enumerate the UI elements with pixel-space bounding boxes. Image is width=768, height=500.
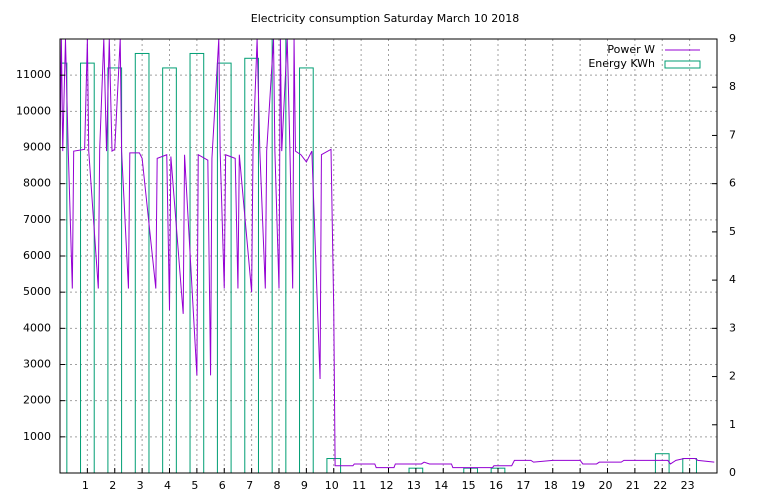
x-tick-label: 12 [380, 479, 394, 492]
energy-box [244, 57, 259, 473]
y-tick-label: 10000 [16, 104, 51, 117]
energy-box [60, 62, 68, 473]
y2-tick-label: 6 [729, 177, 736, 190]
energy-box [107, 67, 123, 473]
y2-tick-label: 8 [729, 80, 736, 93]
legend-label: Energy KWh [588, 57, 655, 70]
x-tick-label: 18 [544, 479, 558, 492]
energy-box [299, 67, 314, 473]
y2-tick-label: 7 [729, 128, 736, 141]
y-tick-label: 2000 [23, 394, 51, 407]
y2-tick-label: 9 [729, 32, 736, 45]
x-tick-label: 1 [82, 479, 89, 492]
grid [60, 39, 717, 473]
x-tick-label: 13 [407, 479, 421, 492]
x-tick-label: 10 [325, 479, 339, 492]
y2-tick-label: 5 [729, 225, 736, 238]
x-tick-label: 4 [164, 479, 171, 492]
x-tick-label: 23 [681, 479, 695, 492]
power-line [60, 39, 715, 469]
x-tick-label: 7 [246, 479, 253, 492]
y-tick-label: 6000 [23, 249, 51, 262]
x-tick-label: 17 [516, 479, 530, 492]
y-tick-label: 7000 [23, 213, 51, 226]
y-tick-label: 4000 [23, 321, 51, 334]
energy-box [162, 67, 177, 473]
x-tick-label: 2 [109, 479, 116, 492]
x-tick-label: 16 [489, 479, 503, 492]
plot-area [60, 39, 715, 473]
energy-box [654, 453, 670, 473]
x-tick-label: 15 [462, 479, 476, 492]
y-tick-label: 11000 [16, 68, 51, 81]
energy-box [271, 39, 287, 473]
x-tick-label: 8 [274, 479, 281, 492]
x-tick-label: 3 [137, 479, 144, 492]
legend-label: Power W [607, 43, 655, 56]
y2-tick-label: 0 [729, 466, 736, 479]
y-tick-label: 3000 [23, 358, 51, 371]
x-tick-label: 22 [653, 479, 667, 492]
x-tick-label: 11 [352, 479, 366, 492]
y-tick-label: 1000 [23, 430, 51, 443]
x-tick-label: 21 [626, 479, 640, 492]
x-tick-label: 14 [434, 479, 448, 492]
y-tick-label: 8000 [23, 177, 51, 190]
y2-tick-label: 4 [729, 273, 736, 286]
y-tick-label: 5000 [23, 285, 51, 298]
x-tick-label: 6 [219, 479, 226, 492]
x-tick-label: 5 [191, 479, 198, 492]
x-tick-label: 20 [599, 479, 613, 492]
y2-tick-label: 1 [729, 418, 736, 431]
y2-tick-label: 3 [729, 321, 736, 334]
legend-swatch [664, 60, 701, 69]
y2-tick-label: 2 [729, 370, 736, 383]
x-tick-label: 9 [301, 479, 308, 492]
x-tick-label: 19 [571, 479, 585, 492]
chart-title: Electricity consumption Saturday March 1… [251, 12, 519, 25]
y-tick-label: 9000 [23, 141, 51, 154]
